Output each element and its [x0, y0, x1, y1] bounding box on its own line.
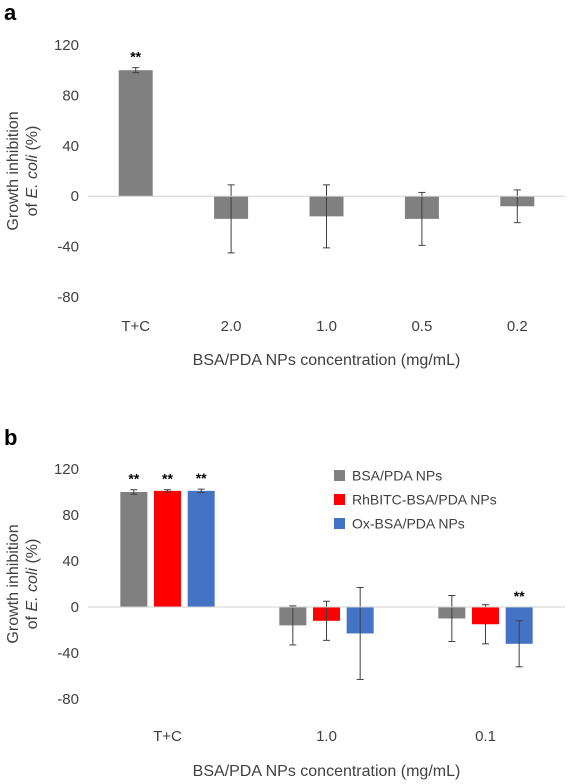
panel-label: a [4, 0, 17, 25]
x-tick-label: 1.0 [316, 318, 337, 335]
significance-marker: ** [130, 49, 141, 65]
y-tick-label: 0 [71, 188, 79, 205]
chart-panel-b: b -80 -40 0 40 80 120 Growth inhibition of E. co… [4, 425, 565, 780]
bar [154, 490, 181, 607]
y-axis-label-line2-prefix: of [24, 199, 41, 217]
y-axis-label: Growth inhibition of E. coli (%) [5, 524, 41, 643]
bar [118, 70, 153, 197]
y-tick-label: -40 [57, 645, 79, 662]
x-tick-label: 0.1 [475, 728, 496, 745]
panel-label: b [4, 425, 17, 450]
y-axis-label-unit: (%) [24, 126, 41, 155]
x-axis-label: BSA/PDA NPs concentration (mg/mL) [193, 763, 461, 780]
y-axis-label-organism: E. coli [24, 568, 41, 612]
y-tick-label: 120 [54, 37, 79, 54]
y-tick-label: 80 [62, 87, 79, 104]
legend-swatch [334, 518, 345, 529]
y-tick-label: -80 [57, 289, 79, 306]
y-tick-label: -40 [57, 239, 79, 256]
y-axis-label: Growth inhibition of E. coli (%) [5, 111, 41, 230]
significance-marker: ** [196, 470, 207, 486]
bars: ** ** ** ** [120, 470, 533, 680]
y-tick-label: 40 [62, 138, 79, 155]
bar [120, 492, 148, 607]
significance-marker: ** [514, 588, 525, 604]
chart-panel-a: a -80 -40 0 40 80 120 Growth inhibition of E. co… [4, 0, 565, 369]
x-tick-label: 0.2 [507, 318, 528, 335]
legend-swatch [334, 470, 345, 481]
y-axis-label-line1: Growth inhibition [5, 524, 22, 643]
legend-entry: RhBITC-BSA/PDA NPs [352, 492, 497, 508]
y-axis-label-unit: (%) [24, 539, 41, 568]
x-tick-label: 1.0 [316, 728, 337, 745]
significance-marker: ** [162, 471, 173, 487]
bar [187, 490, 215, 607]
y-tick-label: 0 [71, 599, 79, 616]
y-tick-label: 80 [62, 507, 79, 524]
x-tick-label: T+C [153, 728, 182, 745]
x-tick-label: 2.0 [221, 318, 242, 335]
y-tick-label: 120 [54, 461, 79, 478]
significance-marker: ** [128, 471, 139, 487]
y-tick-label: 40 [62, 553, 79, 570]
legend-entry: Ox-BSA/PDA NPs [352, 516, 465, 532]
x-tick-label: T+C [121, 318, 150, 335]
bars: ** [118, 49, 535, 254]
legend: BSA/PDA NPs RhBITC-BSA/PDA NPs Ox-BSA/PDA … [334, 468, 497, 532]
y-tick-label: -80 [57, 691, 79, 708]
legend-entry: BSA/PDA NPs [352, 468, 442, 484]
y-axis-label-line1: Growth inhibition [5, 111, 22, 230]
legend-swatch [334, 494, 345, 505]
y-axis-label-line2-prefix: of [24, 612, 41, 630]
y-axis-label-organism: E. coli [24, 155, 41, 199]
x-axis-label: BSA/PDA NPs concentration (mg/mL) [193, 352, 461, 369]
x-tick-label: 0.5 [411, 318, 432, 335]
